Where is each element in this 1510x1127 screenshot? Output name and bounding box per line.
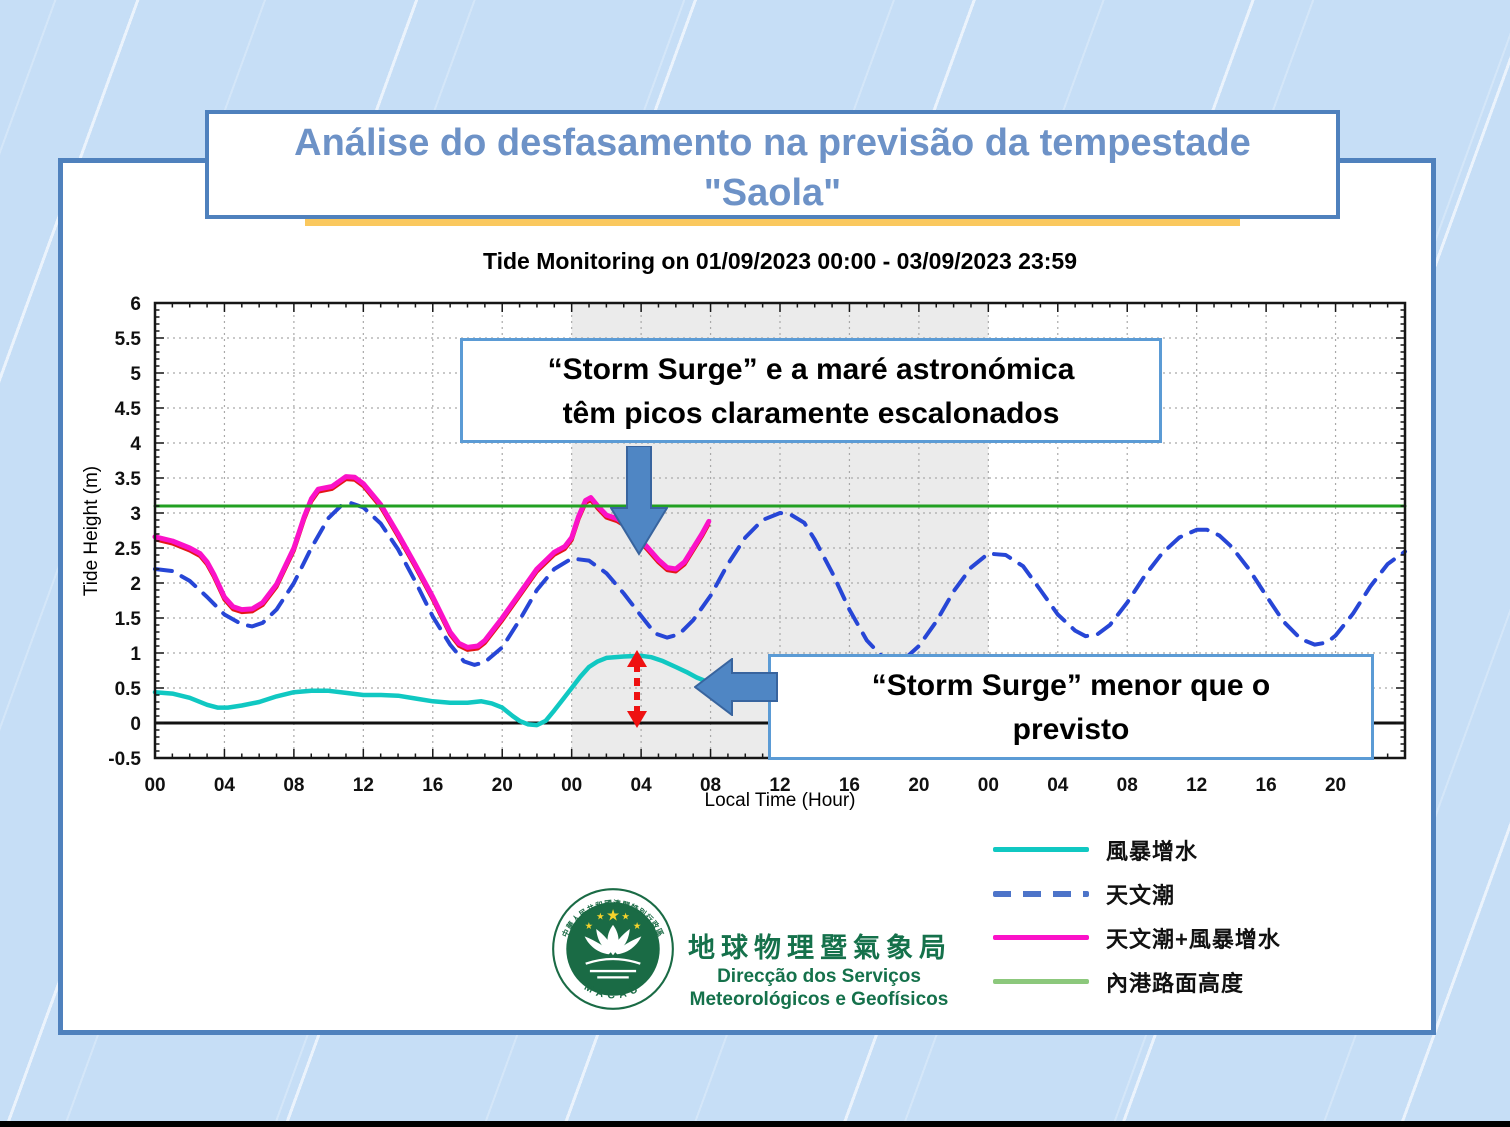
svg-text:00: 00 — [144, 775, 165, 796]
svg-text:04: 04 — [1047, 775, 1069, 796]
svg-text:08: 08 — [283, 775, 304, 796]
svg-text:2.5: 2.5 — [115, 539, 142, 560]
svg-text:4: 4 — [130, 434, 141, 455]
svg-text:16: 16 — [1256, 775, 1277, 796]
callout-peaks-line1: “Storm Surge” e a maré astronómica — [547, 353, 1075, 386]
svg-text:00: 00 — [978, 775, 999, 796]
callout-smaller-line1: “Storm Surge” menor que o — [871, 669, 1271, 702]
legend-label-storm-surge: 風暴增水 — [1106, 838, 1199, 864]
svg-text:3.5: 3.5 — [115, 469, 142, 490]
svg-text:2: 2 — [130, 574, 141, 595]
seal-bridge-water — [585, 957, 641, 979]
legend-label-road-level: 內港路面高度 — [1106, 970, 1245, 996]
smg-name-block: 地球物理暨氣象局 Direcção dos Serviços Meteoroló… — [688, 886, 950, 1012]
svg-text:00: 00 — [561, 775, 582, 796]
legend-line-astronomical-tide — [993, 890, 1089, 897]
legend-label-astronomical-tide: 天文潮 — [1106, 882, 1176, 908]
seal-stars: ★ ★ ★ ★ ★ — [585, 906, 642, 932]
bottom-edge-bar — [0, 1121, 1510, 1127]
svg-text:5.5: 5.5 — [115, 329, 142, 350]
slide-title-line2: "Saola" — [703, 172, 842, 214]
svg-text:16: 16 — [422, 775, 443, 796]
macau-smg-emblem-icon: 中華人民共和國澳門特別行政區 MACAU ★ ★ ★ ★ ★ — [552, 888, 674, 1010]
slide-title-box: Análise do desfasamento na previsão da t… — [205, 110, 1340, 219]
svg-text:20: 20 — [492, 775, 513, 796]
svg-text:-0.5: -0.5 — [108, 749, 141, 770]
svg-text:★: ★ — [585, 921, 593, 932]
callout-surge-smaller: “Storm Surge” menor que o previsto — [768, 654, 1374, 760]
svg-text:4.5: 4.5 — [115, 399, 142, 420]
legend-line-road-level — [993, 979, 1089, 984]
legend-item-astronomical-tide: 天文潮 — [993, 882, 1281, 908]
smg-subtitle-1: Direcção dos Serviços — [717, 966, 921, 987]
svg-text:12: 12 — [353, 775, 374, 796]
legend-label-tide-plus-surge: 天文潮+風暴增水 — [1106, 926, 1281, 952]
svg-text:08: 08 — [700, 775, 721, 796]
svg-text:16: 16 — [839, 775, 860, 796]
left-arrow-icon — [694, 658, 778, 716]
legend-line-storm-surge — [993, 847, 1089, 852]
smg-subtitle-2: Meteorológicos e Geofísicos — [689, 989, 949, 1010]
svg-text:04: 04 — [631, 775, 653, 796]
seal-lotus — [584, 924, 642, 956]
svg-text:1.5: 1.5 — [115, 609, 142, 630]
svg-text:6: 6 — [130, 294, 141, 315]
down-arrow-icon — [610, 446, 668, 556]
slide-title-line1: Análise do desfasamento na previsão da t… — [294, 122, 1251, 164]
svg-text:04: 04 — [214, 775, 236, 796]
smg-logo-block: 中華人民共和國澳門特別行政區 MACAU ★ ★ ★ ★ ★ 地球物理暨氣象局 … — [550, 886, 950, 1012]
svg-text:12: 12 — [1186, 775, 1207, 796]
callout-smaller-line2: previsto — [1012, 713, 1130, 746]
svg-text:0.5: 0.5 — [115, 679, 142, 700]
callout-staggered-peaks: “Storm Surge” e a maré astronómica têm p… — [460, 338, 1162, 443]
svg-text:★: ★ — [633, 921, 641, 932]
callout-peaks-line2: têm picos claramente escalonados — [562, 397, 1060, 430]
svg-text:3: 3 — [130, 504, 141, 525]
svg-text:★: ★ — [606, 906, 620, 925]
svg-text:0: 0 — [130, 714, 141, 735]
svg-text:1: 1 — [130, 644, 141, 665]
svg-text:20: 20 — [1325, 775, 1346, 796]
svg-text:★: ★ — [621, 912, 629, 923]
svg-text:5: 5 — [130, 364, 141, 385]
legend-item-tide-plus-surge: 天文潮+風暴增水 — [993, 926, 1281, 952]
svg-text:12: 12 — [769, 775, 790, 796]
legend-item-road-level: 內港路面高度 — [993, 970, 1281, 996]
chart-title: Tide Monitoring on 01/09/2023 00:00 - 03… — [482, 248, 1078, 274]
svg-text:★: ★ — [596, 912, 604, 923]
chart-legend: 風暴增水 天文潮 天文潮+風暴增水 內港路面高度 — [993, 838, 1281, 996]
x-axis-label: Local Time (Hour) — [704, 790, 856, 811]
red-double-arrow-icon — [627, 650, 647, 728]
svg-text:20: 20 — [908, 775, 929, 796]
smg-cjk-title: 地球物理暨氣象局 — [688, 933, 952, 963]
svg-text:08: 08 — [1117, 775, 1138, 796]
legend-item-storm-surge: 風暴增水 — [993, 838, 1281, 864]
legend-line-tide-plus-surge — [993, 935, 1089, 940]
